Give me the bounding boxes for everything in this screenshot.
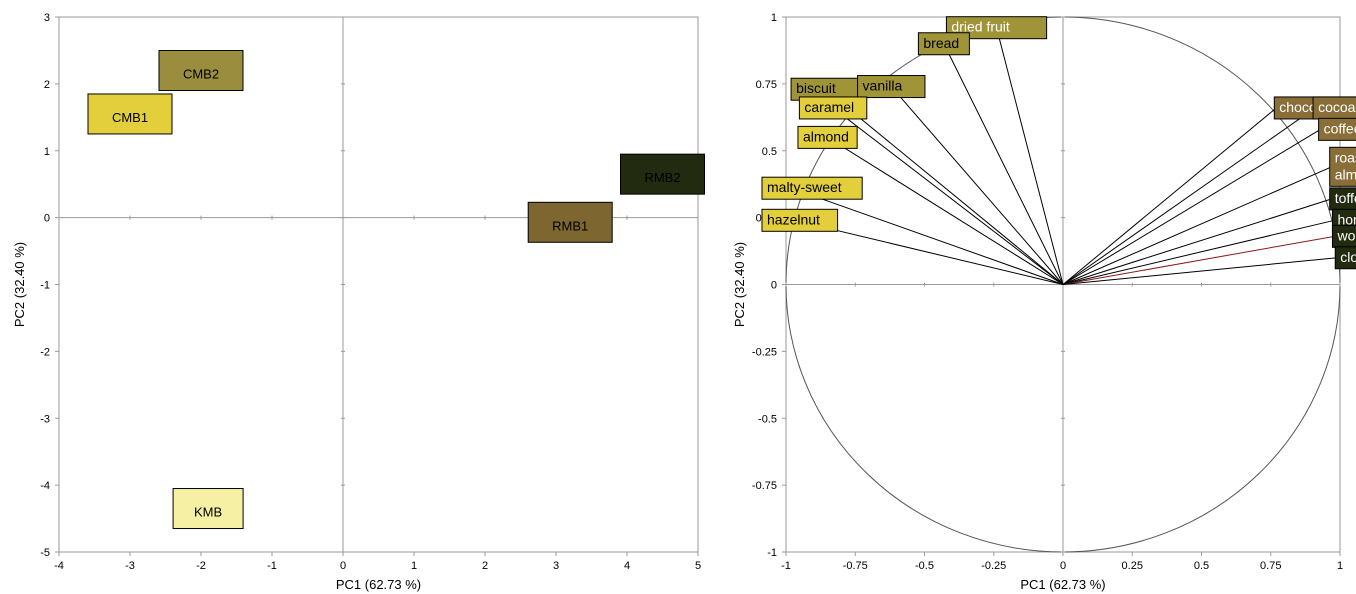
y-tick-label: 0 [44, 213, 50, 225]
variable-label: coffee [1324, 120, 1356, 136]
loading-vector [943, 43, 1064, 285]
x-tick-label: -1 [267, 560, 277, 572]
variable-label: caramel [804, 99, 854, 115]
observation-label: RMB2 [644, 170, 680, 185]
x-tick-label: 0.5 [1194, 560, 1209, 572]
x-tick-label: 0.75 [1260, 560, 1281, 572]
variable-label: almond [803, 128, 849, 144]
x-tick-label: 1 [1337, 560, 1343, 572]
x-tick-label: 0 [340, 560, 346, 572]
x-tick-label: -0.75 [843, 560, 868, 572]
y-axis-label: PC2 (32.40 %) [12, 242, 27, 327]
variable-marker [761, 208, 839, 232]
y-tick-label: 1 [44, 146, 50, 158]
y-tick-label: -0.5 [758, 413, 777, 425]
loading-vector [996, 27, 1064, 285]
x-tick-label: -4 [54, 560, 64, 572]
variable-label: malty-sweet [767, 179, 842, 195]
x-tick-label: 2 [482, 560, 488, 572]
x-tick-label: -1 [781, 560, 791, 572]
x-axis-label: PC1 (62.73 %) [336, 577, 421, 592]
y-axis-label: PC2 (32.40 %) [732, 242, 747, 327]
variable-label: dried fruit [951, 19, 1009, 35]
y-tick-label: 2 [44, 79, 50, 91]
variable-marker [1329, 187, 1356, 211]
y-tick-label: 1 [771, 12, 777, 24]
y-tick-label: -2 [40, 346, 50, 358]
loading-vector [827, 136, 1064, 285]
y-tick-label: -1 [40, 280, 50, 292]
x-tick-label: 1 [411, 560, 417, 572]
observation-label: CMB1 [112, 110, 148, 125]
loading-vector [824, 88, 1064, 285]
observation-marker [172, 488, 244, 530]
variable-marker [798, 96, 868, 120]
x-tick-label: -0.25 [981, 560, 1006, 572]
y-tick-label: 0.75 [756, 79, 777, 91]
x-tick-label: -3 [125, 560, 135, 572]
variable-label: toffee [1335, 190, 1356, 206]
variable-marker [1334, 246, 1356, 270]
variable-label: biscuit [796, 80, 836, 96]
observation-label: RMB1 [552, 218, 588, 233]
variable-marker [1331, 224, 1356, 248]
x-axis-label: PC1 (62.73 %) [1020, 577, 1105, 592]
observation-marker [87, 93, 173, 135]
observation-marker [527, 201, 613, 243]
loading-vector [1062, 166, 1332, 285]
loading-vector [832, 107, 1064, 285]
x-tick-label: 0 [1060, 560, 1066, 572]
y-tick-label: -3 [40, 413, 50, 425]
x-tick-label: -2 [196, 560, 206, 572]
x-tick-label: 3 [553, 560, 559, 572]
loading-vector [1062, 128, 1321, 285]
observation-label: KMB [194, 505, 222, 520]
scores-plot: -4 -3 -2 -1 0 1 2 3 4 5 -5 -4 -3 -2 -1 0 1 2 3 PC1 (62.73 %… [12, 12, 705, 592]
x-tick-label: 0.25 [1122, 560, 1143, 572]
y-tick-label: 0 [771, 280, 777, 292]
loading-vector [791, 187, 1064, 285]
variable-label: clove [1340, 249, 1356, 265]
y-tick-label: 0.5 [762, 146, 777, 158]
y-tick-label: -5 [40, 547, 50, 559]
x-tick-label: -0.5 [915, 560, 934, 572]
variable-label: bread [923, 35, 959, 51]
y-tick-label: -1 [767, 547, 777, 559]
y-tick-label: 3 [44, 12, 50, 24]
loading-vector [1062, 198, 1332, 285]
variable-marker [797, 125, 858, 149]
variable-marker [857, 75, 926, 99]
variable-label: hazelnut [767, 211, 820, 227]
loading-vector [890, 86, 1064, 285]
observation-marker [620, 153, 705, 195]
y-tick-label: -0.75 [752, 480, 777, 492]
variable-label: vanilla [863, 78, 903, 94]
loading-vector [1062, 257, 1338, 285]
observation-label: CMB2 [183, 67, 219, 82]
variable-label: honey [1337, 211, 1356, 227]
y-tick-label: -0.25 [752, 346, 777, 358]
correlation-circle-plot: -1 -0.75 -0.5 -0.25 0 0.25 0.5 0.75 1 -1 -0.75 -0.5… [732, 12, 1356, 592]
loading-vector [794, 219, 1064, 285]
loading-vector [1062, 107, 1316, 285]
loading-vector [1062, 219, 1335, 285]
variable-marker [1318, 117, 1356, 141]
variable-marker [917, 32, 970, 56]
variable-marker [1329, 146, 1356, 187]
variable-label: wood smoke [1336, 227, 1356, 243]
variable-marker [945, 16, 1048, 40]
loading-vector [1062, 107, 1277, 285]
variable-label: cocoa [1318, 99, 1356, 115]
loading-vector [1062, 235, 1335, 285]
variable-label: roastedalmond [1335, 149, 1356, 182]
y-tick-label: -4 [40, 480, 50, 492]
x-tick-label: 4 [624, 560, 630, 572]
x-tick-label: 5 [695, 560, 701, 572]
variable-marker [761, 176, 863, 200]
observation-marker [158, 50, 244, 91]
